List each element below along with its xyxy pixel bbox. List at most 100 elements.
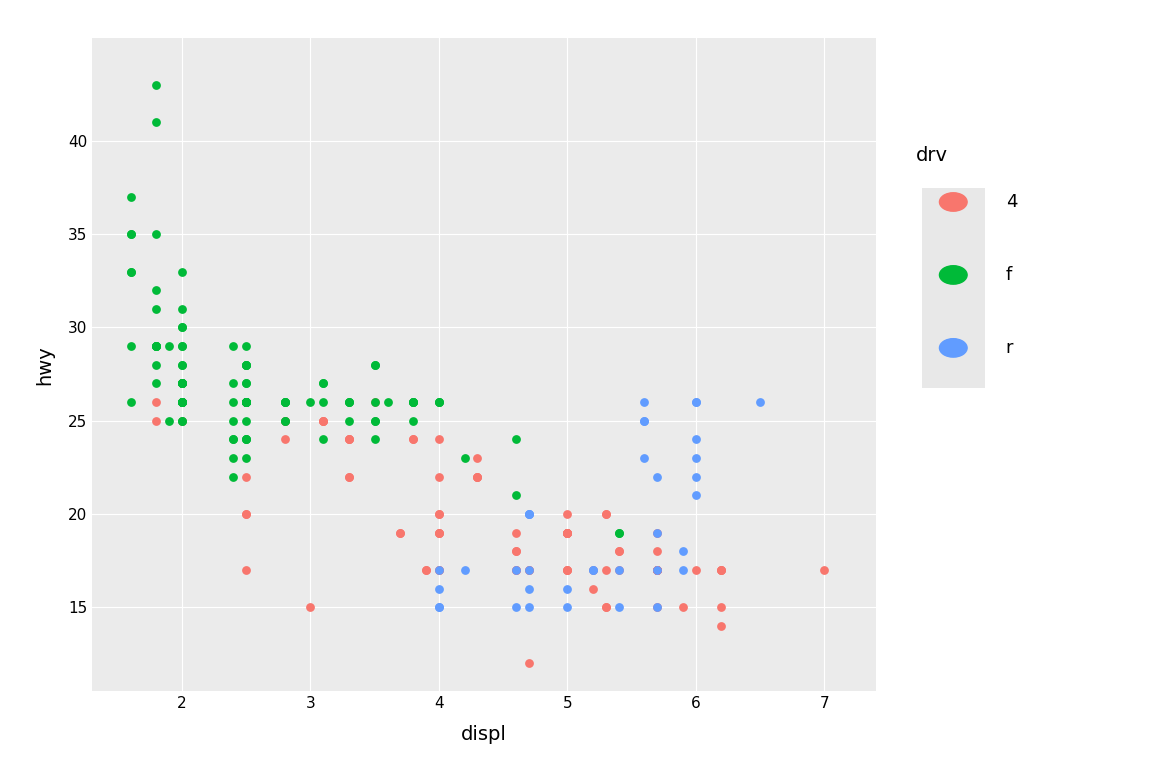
Point <box>225 433 243 445</box>
Point <box>609 545 628 558</box>
Point <box>173 321 191 333</box>
Point <box>147 377 166 389</box>
Point <box>558 527 576 539</box>
Point <box>365 415 384 427</box>
Point <box>225 415 243 427</box>
Point <box>173 415 191 427</box>
Point <box>225 433 243 445</box>
Point <box>404 396 423 409</box>
Point <box>507 545 525 558</box>
Point <box>160 340 179 353</box>
Point <box>365 359 384 371</box>
Point <box>314 377 333 389</box>
Point <box>609 527 628 539</box>
Point <box>237 396 256 409</box>
Point <box>584 582 602 594</box>
Point <box>635 452 653 464</box>
Point <box>237 396 256 409</box>
Point <box>468 471 486 483</box>
Point <box>173 396 191 409</box>
Point <box>237 508 256 520</box>
Point <box>314 396 333 409</box>
Point <box>147 284 166 296</box>
Point <box>597 601 615 614</box>
Point <box>404 433 423 445</box>
Point <box>237 433 256 445</box>
Point <box>275 396 294 409</box>
Point <box>647 564 666 576</box>
Point <box>647 564 666 576</box>
Point <box>712 564 730 576</box>
Point <box>340 396 358 409</box>
Point <box>674 545 692 558</box>
Point <box>430 564 448 576</box>
Point <box>237 396 256 409</box>
Point <box>647 601 666 614</box>
Point <box>609 564 628 576</box>
Point <box>558 601 576 614</box>
Point <box>237 396 256 409</box>
Point <box>647 564 666 576</box>
Point <box>430 564 448 576</box>
Point <box>237 396 256 409</box>
Point <box>687 471 705 483</box>
Point <box>674 601 692 614</box>
Point <box>225 471 243 483</box>
Point <box>430 508 448 520</box>
Point <box>558 527 576 539</box>
Point <box>275 396 294 409</box>
Point <box>173 396 191 409</box>
Point <box>121 190 139 203</box>
Point <box>609 545 628 558</box>
Point <box>520 564 538 576</box>
Point <box>520 564 538 576</box>
Point <box>404 396 423 409</box>
Point <box>121 340 139 353</box>
Point <box>237 433 256 445</box>
Point <box>687 433 705 445</box>
Point <box>430 527 448 539</box>
Point <box>468 471 486 483</box>
Point <box>314 377 333 389</box>
Point <box>687 452 705 464</box>
Point <box>173 377 191 389</box>
Point <box>674 564 692 576</box>
Point <box>687 564 705 576</box>
Point <box>647 471 666 483</box>
Point <box>147 228 166 240</box>
Point <box>237 359 256 371</box>
Point <box>635 396 653 409</box>
Point <box>687 396 705 409</box>
Point <box>558 564 576 576</box>
Point <box>635 415 653 427</box>
Point <box>584 564 602 576</box>
Point <box>365 396 384 409</box>
Point <box>520 657 538 670</box>
Point <box>647 564 666 576</box>
Point <box>302 396 320 409</box>
Point <box>237 377 256 389</box>
Point <box>275 415 294 427</box>
Point <box>507 545 525 558</box>
Point <box>365 359 384 371</box>
Point <box>121 396 139 409</box>
Point <box>430 527 448 539</box>
Point <box>314 433 333 445</box>
Point <box>237 471 256 483</box>
Point <box>507 564 525 576</box>
Point <box>340 471 358 483</box>
Point <box>237 396 256 409</box>
Point <box>147 340 166 353</box>
Point <box>275 415 294 427</box>
Point <box>237 396 256 409</box>
Point <box>404 396 423 409</box>
Point <box>314 415 333 427</box>
Point <box>314 415 333 427</box>
Point <box>237 359 256 371</box>
Point <box>365 415 384 427</box>
Point <box>430 433 448 445</box>
Point <box>173 377 191 389</box>
Point <box>340 396 358 409</box>
Point <box>173 396 191 409</box>
Point <box>609 527 628 539</box>
